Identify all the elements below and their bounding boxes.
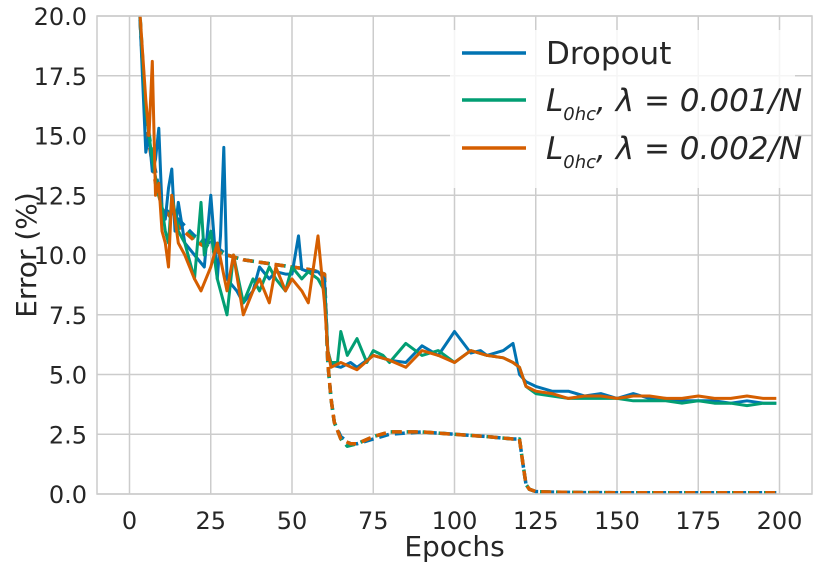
y-tick-label: 5.0 [49,362,87,390]
y-tick-label: 17.5 [34,63,87,91]
y-tick-label: 15.0 [34,123,87,151]
y-axis-label: Error (%) [10,192,43,318]
x-tick-labels: 0 25 50 75 100 125 150 175 200 [122,507,803,535]
legend-label-l0hc-0001: L0hc, λ = 0.001/N [546,83,802,125]
x-tick-label: 150 [594,507,640,535]
y-tick-label: 2.5 [49,421,87,449]
x-axis-label: Epochs [404,530,504,563]
x-tick-label: 50 [277,507,308,535]
legend-label-l0hc-0002: L0hc, λ = 0.002/N [546,131,802,173]
y-tick-label: 20.0 [34,3,87,31]
x-tick-label: 125 [513,507,559,535]
validation-line-l0hc-0002 [138,16,777,400]
training-lines [138,16,777,494]
y-tick-label: 7.5 [49,302,87,330]
x-tick-label: 75 [358,507,389,535]
x-tick-label: 175 [675,507,721,535]
x-tick-label: 0 [122,507,137,535]
validation-lines [138,16,777,408]
legend-box [450,30,795,188]
training-line-l0hc-0002 [138,16,777,494]
x-tick-label: 25 [195,507,226,535]
y-tick-labels: 0.0 2.5 5.0 7.5 10.0 12.5 15.0 17.5 20.0 [34,3,87,509]
legend: Dropout L0hc, λ = 0.001/N L0hc, λ = 0.00… [450,30,802,188]
y-tick-label: 0.0 [49,481,87,509]
legend-label-dropout: Dropout [546,36,671,72]
x-tick-label: 100 [432,507,478,535]
x-tick-label: 200 [757,507,803,535]
plot-frame [96,15,813,495]
y-tick-label: 10.0 [34,242,87,270]
y-tick-label: 12.5 [34,182,87,210]
